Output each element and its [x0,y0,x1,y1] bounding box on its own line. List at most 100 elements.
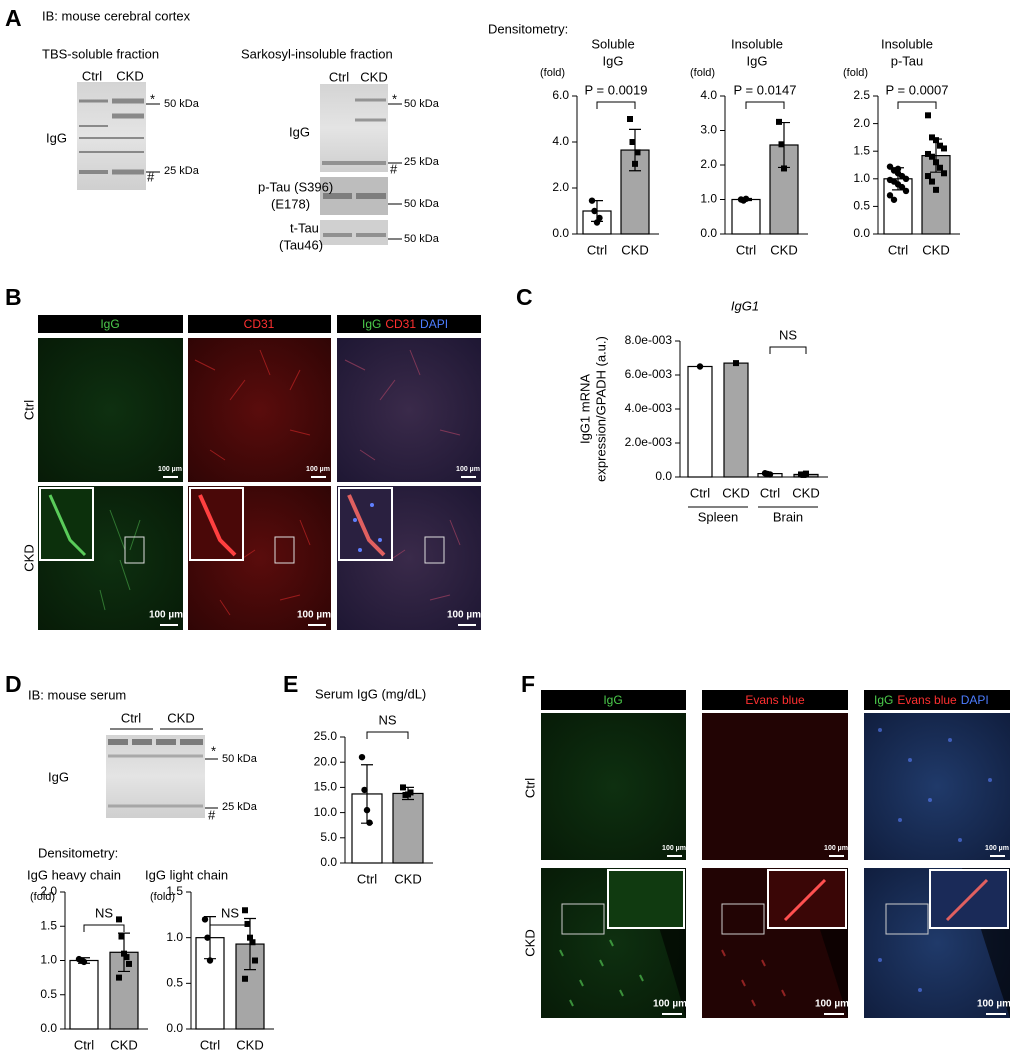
row-label: CKD [522,929,537,956]
y-axis-label: IgG1 mRNA [577,374,592,444]
scale-label: 100 µm [297,610,331,621]
data-point [596,214,603,222]
y-tick-label: 1.0 [700,192,717,206]
data-point [886,163,894,170]
data-point [204,934,211,941]
y-tick-label: 1.0 [40,953,57,967]
y-tick-label: 0.5 [40,987,57,1001]
x-tick-label: Ctrl [736,242,756,257]
chart-title: IgG heavy chain [27,867,121,882]
y-tick-label: 1.0 [166,930,183,944]
group-label: Brain [773,509,803,524]
chart-title: IgG [747,53,768,68]
blot-d [106,728,218,818]
channel-name: IgG [362,317,381,331]
data-point [886,192,894,199]
data-point [742,195,750,203]
panel-label: C [516,284,533,310]
marker-label: # [208,807,216,822]
panel-label: D [5,671,22,697]
blot-title: IB: mouse serum [28,687,126,702]
data-point [358,753,366,761]
scale-label: 100 µm [456,466,480,473]
data-point [929,134,935,141]
data-point [890,196,898,203]
y-tick-label: 2.5 [853,88,870,102]
y-tick-label: 8.0e-003 [625,333,673,347]
scale-label: 100 µm [662,845,686,852]
data-point [252,957,258,964]
chart-title: Insoluble [881,36,933,51]
data-point [591,207,598,215]
data-point [776,118,782,125]
y-tick-label: 20.0 [314,754,338,768]
marker-label: 50 kDa [404,98,440,110]
y-tick-label: 0.5 [853,199,870,213]
marker-label: 50 kDa [404,233,440,245]
x-tick-label: CKD [621,242,648,257]
data-point [925,173,931,180]
data-point [941,170,947,177]
y-tick-label: 4.0e-003 [625,401,673,415]
data-point [206,957,214,964]
chart-title: IgG1 [731,298,759,313]
scale-label: 100 µm [149,610,183,621]
data-point [588,197,596,204]
blots-a [77,82,402,245]
y-tick-label: 0.0 [655,469,672,483]
y-tick-label: 2.0 [552,180,569,194]
bar [69,959,99,1030]
lane-label: Ctrl [329,69,349,84]
x-tick-label: CKD [236,1037,263,1052]
channel-header: CD31 [244,317,275,331]
significance-bracket [769,346,807,354]
data-point [632,160,638,167]
marker-label: * [150,91,155,106]
x-tick-label: Ctrl [357,871,377,886]
data-point [201,916,209,923]
x-tick-label: Ctrl [587,242,607,257]
marker-label: 25 kDa [164,165,200,177]
group-label: Spleen [698,509,738,524]
channel-name: DAPI [420,317,448,331]
y-tick-label: 0.5 [166,976,183,990]
row-label: (E178) [271,196,310,211]
y-tick-label: 3.0 [700,123,717,137]
fraction-title: Sarkosyl-insoluble fraction [241,46,393,61]
y-tick-label: 25.0 [314,729,338,743]
data-point [249,939,256,946]
y-tick-label: 5.0 [320,830,337,844]
panel-label: A [5,5,22,31]
marker-label: 50 kDa [164,98,200,110]
channel-header: IgG Evans blue DAPI [874,693,989,707]
densitometry-label: Densitometry: [38,845,118,860]
y-tick-label: 0.0 [40,1021,57,1035]
scale-label: 100 µm [815,999,849,1010]
x-tick-label: CKD [394,871,421,886]
significance-label: P = 0.0007 [885,82,948,97]
data-point [123,954,130,961]
axis-unit: (fold) [540,67,565,79]
data-point [242,975,248,982]
x-tick-label: CKD [770,242,797,257]
lane-label: CKD [116,68,143,83]
y-tick-label: 2.0 [853,116,870,130]
row-label: IgG [48,769,69,784]
marker-label: # [390,161,398,176]
fraction-title: TBS-soluble fraction [42,46,159,61]
bar [392,792,424,864]
y-tick-label: 1.5 [853,143,870,157]
channel-header: IgG CD31 DAPI [362,317,448,331]
marker-label: # [147,169,155,184]
chart-title: IgG [603,53,624,68]
micrographs-f [541,690,1010,1018]
data-point [400,784,406,791]
data-point [118,933,125,940]
data-point [902,187,910,195]
data-point [696,363,704,370]
chart-title: Soluble [591,36,634,51]
data-point [121,950,127,957]
row-label: CKD [21,544,36,571]
significance-bracket [366,731,409,739]
row-label: IgG [289,124,310,139]
